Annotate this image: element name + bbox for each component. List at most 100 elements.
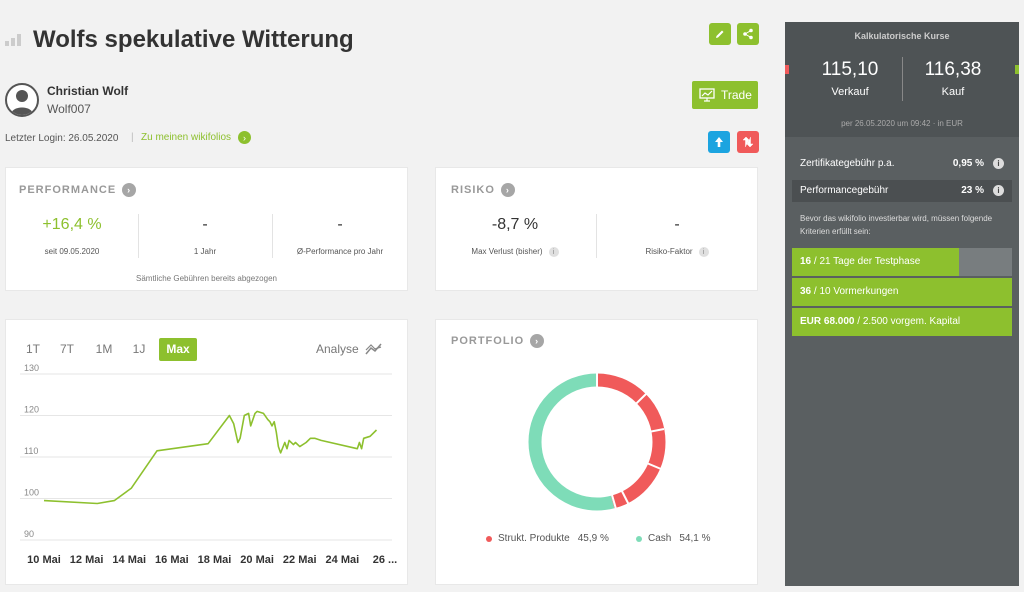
risk-factor: - Risiko-Faktor i: [602, 216, 752, 257]
user-name[interactable]: Christian Wolf: [47, 84, 129, 98]
info-icon[interactable]: i: [548, 247, 559, 257]
chart-card: [5, 319, 408, 585]
page-title: Wolfs spekulative Witterung: [33, 26, 354, 53]
x-tick-label: 26 ...: [373, 554, 397, 566]
user-handle: Wolf007: [47, 102, 91, 116]
max-loss-label-text: Max Verlust (bisher): [471, 247, 543, 257]
fee-performance-value: 23 %: [961, 185, 984, 196]
sidebar-title: Kalkulatorische Kurse: [854, 31, 950, 41]
info-icon[interactable]: i: [993, 185, 1004, 196]
timeframe-1m[interactable]: 1M: [95, 342, 113, 356]
y-tick-label: 100: [24, 488, 39, 498]
portfolio-title[interactable]: PORTFOLIO ›: [451, 334, 545, 348]
criteria-vormerkungen-rest: / 10 Vormerkungen: [811, 286, 899, 297]
y-tick-label: 90: [24, 529, 34, 539]
x-tick-label: 24 Mai: [326, 554, 360, 566]
x-tick-label: 10 Mai: [27, 554, 61, 566]
buy-arrow-button[interactable]: [708, 131, 730, 153]
fee-performance-label: Performancegebühr: [800, 185, 889, 196]
last-login: Letzter Login: 26.05.2020: [5, 133, 119, 144]
perf-since: +16,4 % seit 09.05.2020: [12, 216, 132, 256]
price-divider: [902, 57, 903, 101]
perf-1y-label: 1 Jahr: [193, 247, 217, 256]
legend-strukt-name: Strukt. Produkte: [498, 533, 570, 544]
chevron-right-icon: ›: [530, 334, 545, 348]
my-wikifolios-link[interactable]: Zu meinen wikifolios ›: [141, 131, 252, 144]
criteria-testphase: 16 / 21 Tage der Testphase: [792, 248, 1012, 276]
legend-cash-value: 54,1 %: [679, 533, 711, 544]
arrows-up-down-icon: [742, 136, 754, 148]
criteria-intro: Bevor das wikifolio investierbar wird, m…: [800, 214, 993, 236]
timeframe-1t[interactable]: 1T: [25, 342, 40, 356]
max-loss-label: Max Verlust (bisher) i: [440, 247, 590, 257]
arrow-up-icon: [715, 137, 723, 147]
legend-strukt-value: 45,9 %: [577, 533, 609, 544]
avatar[interactable]: [5, 83, 39, 117]
sell-marker: [785, 65, 789, 74]
trade-label: Trade: [721, 88, 752, 102]
sell-label: Verkauf: [831, 86, 869, 98]
sell-price: 115,10: [821, 59, 879, 80]
portfolio-legend-strukt[interactable]: Strukt. Produkte 45,9 %: [486, 533, 609, 544]
fees-note: Sämtliche Gebühren bereits abgezogen: [136, 274, 277, 283]
x-tick-label: 18 Mai: [198, 554, 232, 566]
login-separator: |: [131, 132, 134, 143]
buy-price: 116,38: [924, 59, 982, 80]
info-icon[interactable]: i: [993, 158, 1004, 169]
x-tick-label: 14 Mai: [112, 554, 146, 566]
perf-avg-label: Ø-Performance pro Jahr: [296, 247, 384, 256]
perf-1y-value: -: [202, 216, 208, 233]
series-line: [43, 410, 378, 505]
criteria-vormerkungen: 36 / 10 Vormerkungen: [792, 278, 1012, 306]
max-loss: -8,7 % Max Verlust (bisher) i: [440, 216, 590, 257]
share-button[interactable]: [737, 23, 759, 45]
x-tick-label: 16 Mai: [155, 554, 189, 566]
criteria-testphase-progress: [792, 248, 960, 276]
risk-title-text: RISIKO: [451, 183, 495, 196]
chart-board-icon: [699, 88, 715, 102]
trade-button[interactable]: Trade: [692, 81, 758, 109]
divider: [272, 214, 273, 258]
perf-1y: - 1 Jahr: [145, 216, 265, 256]
criteria-kapital-rest: / 2.500 vorgem. Kapital: [854, 316, 961, 327]
x-tick-label: 20 Mai: [240, 554, 274, 566]
risk-factor-label-text: Risiko-Faktor: [645, 247, 693, 257]
criteria-kapital-amount: EUR 68.000: [800, 316, 855, 327]
performance-card: [5, 167, 408, 291]
criteria-testphase-rest: / 21 Tage der Testphase: [811, 256, 921, 267]
risk-factor-value: -: [674, 216, 680, 233]
chevron-right-icon: ›: [238, 131, 252, 144]
edit-button[interactable]: [709, 23, 731, 45]
portfolio-legend-cash[interactable]: Cash 54,1 %: [636, 533, 711, 544]
criteria-vormerkungen-count: 36: [800, 286, 812, 297]
performance-title[interactable]: PERFORMANCE ›: [19, 183, 137, 197]
timeframe-max[interactable]: Max: [159, 338, 197, 361]
buy-sell-button[interactable]: [737, 131, 759, 153]
risk-factor-label: Risiko-Faktor i: [602, 247, 752, 257]
fee-certificate-label: Zertifikategebühr p.a.: [800, 158, 895, 169]
analysis-chart-icon: [365, 343, 382, 355]
analyse-label: Analyse: [316, 342, 359, 356]
price-date-note: per 26.05.2020 um 09:42 · in EUR: [841, 119, 963, 128]
y-tick-label: 130: [24, 363, 39, 373]
chevron-right-icon: ›: [500, 183, 515, 197]
chevron-right-icon: ›: [122, 183, 137, 197]
perf-since-value: +16,4 %: [42, 216, 102, 233]
divider: [596, 214, 597, 258]
ranking-bars-icon: [5, 34, 23, 46]
fee-row-certificate: Zertifikategebühr p.a. 0,95 % i: [792, 153, 1012, 175]
risk-title[interactable]: RISIKO ›: [451, 183, 515, 197]
timeframe-7t[interactable]: 7T: [59, 342, 74, 356]
pencil-icon: [716, 30, 724, 38]
performance-chart[interactable]: 90 100 110 120 130 10 Mai 12 Mai 14 Mai 16 Mai 18…: [0, 0, 410, 592]
info-icon[interactable]: i: [698, 247, 709, 257]
fee-row-performance: Performancegebühr 23 % i: [792, 180, 1012, 202]
my-wikifolios-label: Zu meinen wikifolios: [141, 132, 232, 143]
criteria-testphase-text: 16 / 21 Tage der Testphase: [800, 248, 920, 276]
portfolio-donut[interactable]: [526, 371, 668, 513]
buy-marker: [1015, 65, 1019, 74]
timeframe-1j[interactable]: 1J: [132, 342, 146, 356]
divider: [138, 214, 139, 258]
analyse-button[interactable]: Analyse: [316, 342, 383, 356]
x-tick-label: 12 Mai: [70, 554, 104, 566]
